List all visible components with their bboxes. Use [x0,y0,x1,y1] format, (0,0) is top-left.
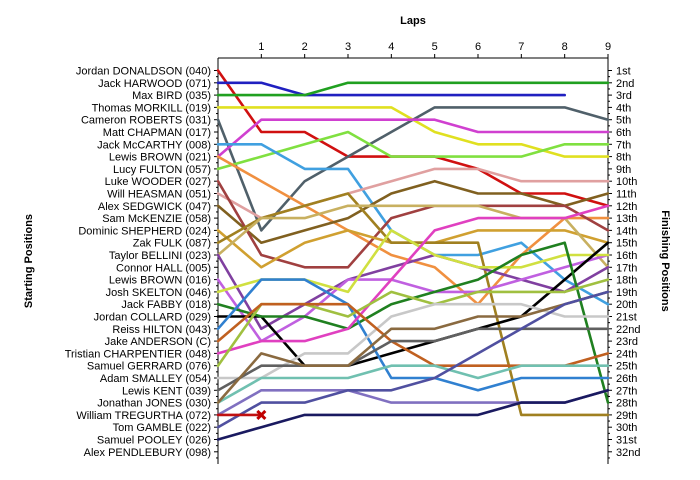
finishing-label: 27th [616,385,637,397]
x-tick-label: 5 [432,41,438,53]
finishing-label: 3rd [616,90,632,102]
finishing-label: 25th [616,361,637,373]
finishing-label: 20th [616,299,637,311]
series-line-10 [216,179,610,244]
series-line-17 [216,253,610,343]
series-line-28 [216,290,610,404]
finishing-label: 22nd [616,324,640,336]
finishing-label: 16th [616,250,637,262]
series-line-3 [216,81,610,97]
series-line-6 [216,118,610,158]
starting-label: Luke WOODER (027) [105,176,211,188]
x-tick-label: 6 [475,41,481,53]
finishing-label: 4th [616,102,631,114]
series-line-2 [216,81,566,97]
starting-label: Josh SKELTON (046) [106,287,211,299]
starting-label: Lewis BROWN (016) [109,275,211,287]
series-line-12 [216,179,610,269]
finishing-label: 11th [616,189,637,201]
finishing-label: 7th [616,139,631,151]
finishing-label: 28th [616,398,637,410]
starting-label: Dominic SHEPHERD (024) [78,225,211,237]
finishing-labels: 1st2nd3rd4th5th6th7th8th9th10th11th12th1… [616,66,640,459]
retired-marker-stroke [256,409,267,420]
finishing-label: 1st [616,66,631,78]
starting-label: Alex SEDGWICK (047) [98,201,211,213]
finishing-label: 31st [616,435,637,447]
starting-label: Jack HARWOOD (071) [98,78,211,90]
series-line-27 [216,364,610,404]
starting-label: Lewis KENT (039) [122,385,211,397]
finishing-label: 13th [616,213,637,225]
starting-label: Jack McCARTHY (008) [97,139,211,151]
starting-label: Lewis BROWN (021) [109,152,211,164]
starting-label: Will HEASMAN (051) [107,189,211,201]
starting-label: Tristian CHARPENTIER (048) [65,348,211,360]
x-tick-label: 7 [518,41,524,53]
finishing-label: 23rd [616,336,638,348]
retired-marker [256,409,267,420]
starting-label: Jordan DONALDSON (040) [76,66,211,78]
series-line-1 [216,69,610,208]
starting-label: Jonathan JONES (030) [97,398,211,410]
finishing-label: 29th [616,410,637,422]
finishing-label: 5th [616,115,631,127]
finishing-label: 24th [616,348,637,360]
starting-label: Cameron ROBERTS (031) [81,115,211,127]
starting-label: Taylor BELLINI (023) [109,250,211,262]
series-line-22 [216,204,610,355]
starting-label: Jake ANDERSON (C) [105,336,211,348]
x-tick-labels: 1 2 3 4 5 6 7 8 9 [258,41,611,53]
x-tick-label: 8 [562,41,568,53]
x-tick-label: 2 [302,41,308,53]
x-tick-label: 3 [345,41,351,53]
finishing-label: 26th [616,373,637,385]
markers [256,409,267,420]
x-axis-title: Laps [400,15,426,27]
series-line-26 [216,327,610,392]
starting-label: Zak FULK (087) [133,238,211,250]
starting-label: Max BIRD (035) [132,90,211,102]
finishing-label: 12th [616,201,637,213]
finishing-label: 15th [616,238,637,250]
finishing-label: 18th [616,275,637,287]
finishing-label: 21st [616,312,637,324]
starting-label: William TREGURTHA (072) [76,410,211,422]
starting-label: Samuel POOLEY (026) [97,435,211,447]
finishing-label: 30th [616,422,637,434]
starting-label: Jack FABBY (018) [121,299,211,311]
starting-label: Tom GAMBLE (022) [113,422,211,434]
finishing-label: 17th [616,262,637,274]
series-line-31 [216,389,610,441]
starting-label: Matt CHAPMAN (017) [103,127,211,139]
starting-label: Reiss HILTON (043) [112,324,211,336]
finishing-label: 6th [616,127,631,139]
series-line-21 [216,278,610,392]
starting-label: Connor HALL (005) [116,262,211,274]
finishing-label: 14th [616,225,637,237]
starting-label: Lucy FULTON (057) [113,164,211,176]
x-tick-label: 9 [605,41,611,53]
right-y-axis-title: Finishing Positions [659,210,671,311]
starting-labels: Jordan DONALDSON (040)Jack HARWOOD (071)… [65,66,211,459]
starting-label: Thomas MORKILL (019) [92,102,211,114]
starting-label: Samuel GERRARD (076) [87,361,211,373]
starting-label: Jordan COLLARD (029) [94,312,211,324]
starting-label: Alex PENDLEBURY (098) [84,447,211,459]
series-lines [216,69,610,441]
x-tick-label: 4 [388,41,394,53]
starting-label: Sam McKENZIE (058) [102,213,211,225]
series-line-30 [216,290,610,429]
finishing-label: 8th [616,152,631,164]
series-line-7 [216,130,610,171]
left-y-axis-title: Starting Positions [23,214,35,308]
finishing-label: 2nd [616,78,634,90]
finishing-label: 32nd [616,447,640,459]
x-tick-label: 1 [258,41,264,53]
finishing-label: 9th [616,164,631,176]
starting-label: Adam SMALLEY (054) [100,373,211,385]
finishing-label: 10th [616,176,637,188]
finishing-label: 19th [616,287,637,299]
